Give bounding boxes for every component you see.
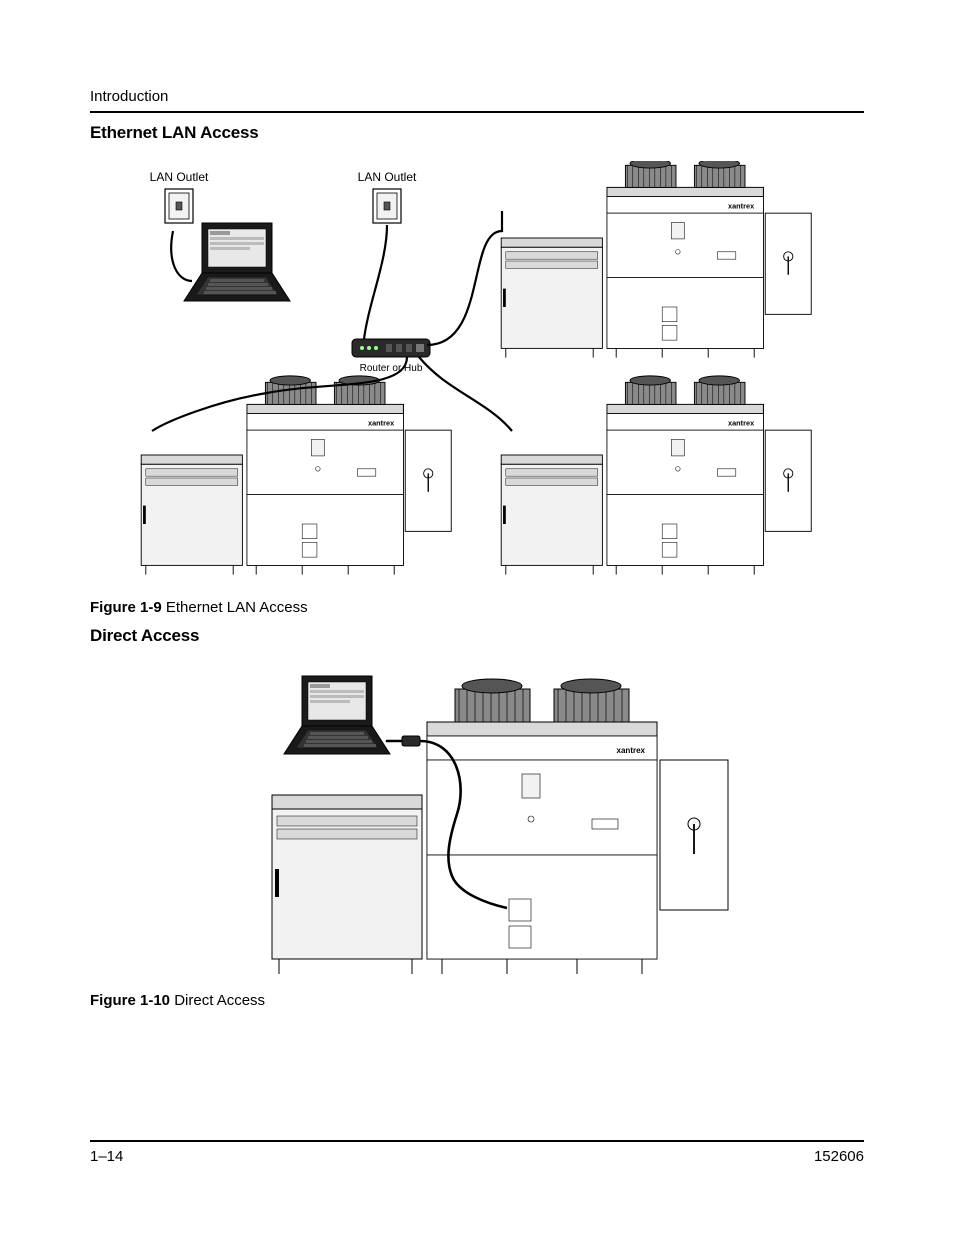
cable-laptop-lan	[171, 231, 192, 281]
inverter-bottom-left	[141, 376, 451, 575]
figure-ethernet-svg: xantrex	[107, 161, 847, 591]
section-heading-direct: Direct Access	[90, 626, 864, 646]
router-label: Router or Hub	[360, 363, 423, 374]
caption-ethernet: Figure 1-9 Ethernet LAN Access	[90, 599, 864, 616]
lan-outlet-left-icon	[165, 189, 193, 223]
header-rule	[90, 111, 864, 113]
lan-outlet-right-label: LAN Outlet	[358, 170, 417, 184]
caption-direct-bold: Figure 1-10	[90, 992, 170, 1009]
laptop-icon	[184, 223, 290, 301]
caption-ethernet-bold: Figure 1-9	[90, 599, 162, 616]
figure-direct-wrap: xantrex	[227, 664, 727, 984]
footer-rule	[90, 1140, 864, 1142]
page-footer: 1–14 152606	[90, 1140, 864, 1165]
lan-outlet-right-icon	[373, 189, 401, 223]
caption-direct: Figure 1-10 Direct Access	[90, 992, 864, 1009]
section-heading-ethernet: Ethernet LAN Access	[90, 123, 864, 143]
inverter-top	[501, 161, 811, 358]
cable-lan-router	[364, 225, 387, 339]
footer-right: 152606	[814, 1148, 864, 1165]
cable-router-br	[419, 357, 512, 431]
figure-ethernet-wrap: xantrex	[107, 161, 847, 591]
caption-ethernet-rest: Ethernet LAN Access	[162, 599, 308, 616]
figure-direct-svg: xantrex	[227, 664, 747, 984]
router-icon	[352, 339, 430, 357]
lan-outlet-left-label: LAN Outlet	[150, 170, 209, 184]
laptop-icon-direct	[284, 676, 390, 754]
footer-left: 1–14	[90, 1148, 123, 1165]
running-head: Introduction	[90, 88, 864, 105]
caption-direct-rest: Direct Access	[170, 992, 265, 1009]
inverter-bottom-right	[501, 376, 811, 575]
cable-router-top	[427, 211, 502, 345]
